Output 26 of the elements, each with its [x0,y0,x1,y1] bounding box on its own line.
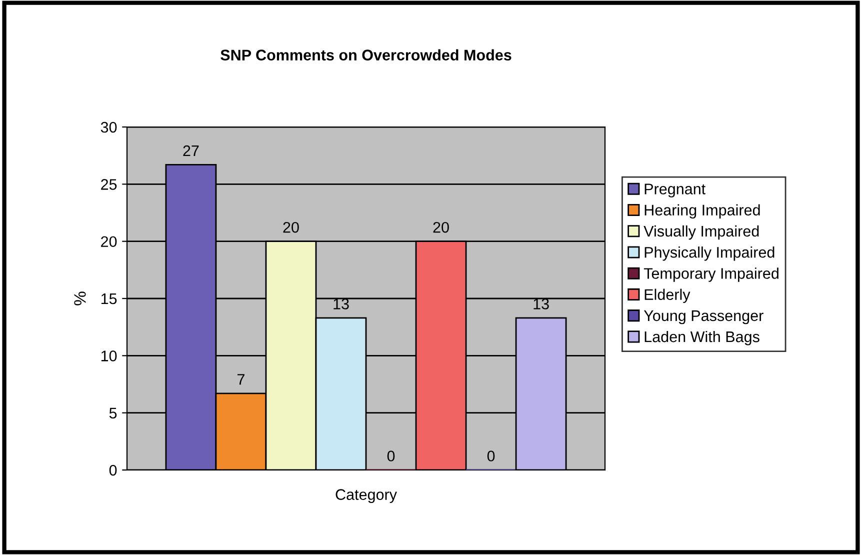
legend-label: Visually Impaired [644,225,759,240]
y-tick-label: 5 [109,408,117,419]
data-label: 0 [387,450,395,462]
legend-label: Young Passenger [644,310,764,324]
data-label: 0 [487,450,495,462]
x-axis-title: Category [336,489,397,503]
y-tick-label: 10 [101,350,117,362]
data-label: 7 [238,374,244,385]
legend-label: Physically Impaired [644,246,774,261]
chart-title: SNP Comments on Overcrowded Modes [220,49,512,60]
y-tick-label: 20 [101,236,117,248]
legend-label: Pregnant [644,184,706,198]
y-axis-title: % [74,292,86,306]
data-label: 20 [433,222,449,233]
legend-label: Laden With Bags [644,330,760,346]
y-tick-label: 15 [101,294,117,304]
legend-label: Elderly [644,288,690,303]
data-label: 13 [534,298,549,310]
y-tick-label: 25 [101,179,117,190]
data-label: 27 [183,145,199,156]
y-tick-label: 0 [109,464,117,476]
legend-label: Temporary Impaired [644,268,778,282]
y-tick-label: 30 [100,122,117,133]
data-label: 20 [283,222,299,233]
legend-label: Hearing Impaired [644,204,760,219]
data-label: 13 [334,298,349,310]
